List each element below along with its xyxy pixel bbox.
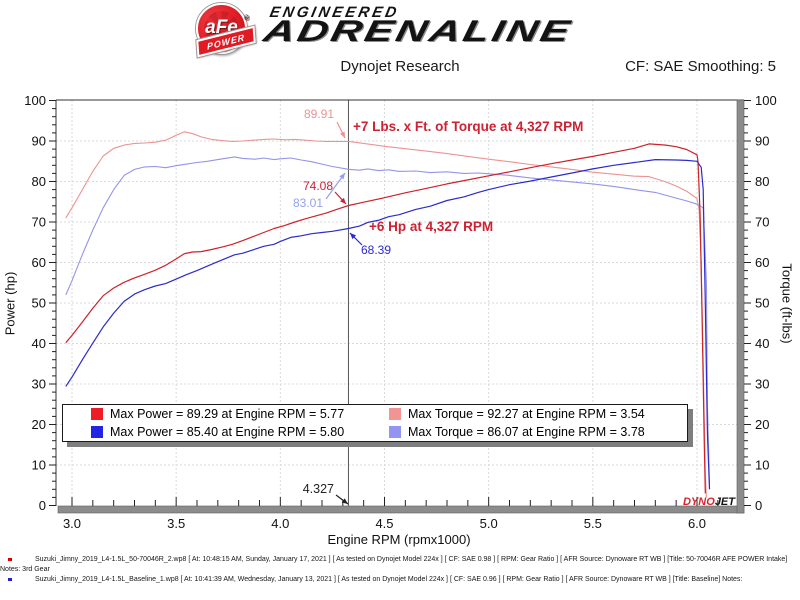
y-left-tick-label: 100 bbox=[24, 93, 46, 108]
cursor-value-annotation: 4.327 bbox=[303, 482, 334, 496]
salmon-series-swatch-icon bbox=[389, 408, 401, 420]
dynojet-watermark: DYNOJET bbox=[683, 496, 736, 508]
lightblue-series-swatch-icon bbox=[389, 426, 401, 438]
x-tick-label: 3.5 bbox=[167, 516, 185, 531]
baseline-torque-curve bbox=[65, 156, 711, 486]
y-right-tick-label: 70 bbox=[755, 215, 769, 230]
baseline-power-value-annotation: 68.39 bbox=[361, 243, 391, 257]
y-right-tick-label: 80 bbox=[755, 174, 769, 189]
y-right-tick-label: 10 bbox=[755, 458, 769, 473]
annotation-arrowhead bbox=[340, 197, 346, 204]
legend-item-max-power-baseline: Max Power = 85.40 at Engine RPM = 5.80 bbox=[63, 425, 375, 439]
y-left-tick-label: 30 bbox=[32, 377, 46, 392]
run-info-footer: Suzuki_Jimny_2019_L4-1.5L_50-70046R_2.wp… bbox=[0, 555, 800, 585]
registered-mark: ® bbox=[243, 15, 249, 22]
baseline-power-curve bbox=[65, 159, 711, 490]
y-left-tick-label: 80 bbox=[32, 174, 46, 189]
legend-label: Max Torque = 86.07 at Engine RPM = 3.78 bbox=[408, 425, 645, 439]
legend-item-max-power-afe: Max Power = 89.29 at Engine RPM = 5.77 bbox=[63, 407, 375, 421]
y-axis-right-title: Torque (ft-lbs) bbox=[779, 263, 795, 344]
torque-gain-value-annotation: 89.91 bbox=[304, 107, 334, 121]
afe-power-curve bbox=[65, 143, 706, 494]
x-tick-label: 4.0 bbox=[271, 516, 289, 531]
legend-item-max-torque-baseline: Max Torque = 86.07 at Engine RPM = 3.78 bbox=[375, 425, 687, 439]
legend-item-max-torque-afe: Max Torque = 92.27 at Engine RPM = 3.54 bbox=[375, 407, 687, 421]
y-right-tick-label: 60 bbox=[755, 255, 769, 270]
y-axis-left-title: Power (hp) bbox=[2, 271, 18, 336]
afe-power-value-annotation: 74.08 bbox=[303, 179, 333, 193]
y-left-tick-label: 0 bbox=[39, 498, 46, 513]
y-left-tick-label: 20 bbox=[32, 417, 46, 432]
y-left-tick-label: 90 bbox=[32, 134, 46, 149]
y-left-tick-label: 60 bbox=[32, 255, 46, 270]
x-axis-title: Engine RPM (rpmx1000) bbox=[327, 532, 471, 547]
y-right-tick-label: 0 bbox=[755, 498, 762, 513]
annotation-arrowhead bbox=[339, 173, 345, 180]
run-info-line-baseline: Suzuki_Jimny_2019_L4-1.5L_Baseline_1.wp8… bbox=[0, 575, 800, 585]
power-gain-label-annotation: +6 Hp at 4,327 RPM bbox=[369, 219, 493, 234]
legend-box: Max Power = 89.29 at Engine RPM = 5.77 M… bbox=[62, 404, 688, 442]
blue-run-bullet-icon bbox=[8, 577, 12, 581]
y-left-tick-label: 40 bbox=[32, 336, 46, 351]
y-axis-right-bar bbox=[736, 99, 745, 514]
y-left-tick-label: 70 bbox=[32, 215, 46, 230]
y-right-tick-label: 90 bbox=[755, 134, 769, 149]
y-right-tick-label: 40 bbox=[755, 336, 769, 351]
y-right-tick-label: 20 bbox=[755, 417, 769, 432]
torque-gain-label-annotation: +7 Lbs. x Ft. of Torque at 4,327 RPM bbox=[353, 119, 583, 134]
red-series-swatch-icon bbox=[91, 408, 103, 420]
annotation-arrowhead bbox=[339, 131, 345, 138]
brand-header: aFe ® POWER ENGINEERED ADRENALINE bbox=[0, 0, 800, 58]
baseline-torque-value-annotation: 83.01 bbox=[293, 196, 323, 210]
x-tick-label: 5.5 bbox=[584, 516, 602, 531]
y-right-tick-label: 50 bbox=[755, 296, 769, 311]
smoothing-setting-label: CF: SAE Smoothing: 5 bbox=[625, 58, 776, 75]
blue-series-swatch-icon bbox=[91, 426, 103, 438]
red-run-bullet-icon bbox=[8, 557, 12, 561]
annotation-arrowhead bbox=[341, 498, 348, 504]
y-right-tick-label: 100 bbox=[755, 93, 777, 108]
legend-label: Max Power = 85.40 at Engine RPM = 5.80 bbox=[110, 425, 345, 439]
chart-title: Dynojet Research bbox=[340, 58, 460, 75]
legend-label: Max Torque = 92.27 at Engine RPM = 3.54 bbox=[408, 407, 645, 421]
x-tick-label: 6.0 bbox=[688, 516, 706, 531]
x-axis-bar bbox=[57, 505, 745, 514]
y-right-tick-label: 30 bbox=[755, 377, 769, 392]
afe-torque-curve bbox=[65, 131, 707, 498]
run-info-line-afe: Suzuki_Jimny_2019_L4-1.5L_50-70046R_2.wp… bbox=[0, 556, 788, 573]
legend-label: Max Power = 89.29 at Engine RPM = 5.77 bbox=[110, 407, 345, 421]
x-tick-label: 5.0 bbox=[480, 516, 498, 531]
y-left-tick-label: 10 bbox=[32, 458, 46, 473]
annotation-arrowhead bbox=[350, 233, 357, 240]
x-tick-label: 4.5 bbox=[375, 516, 393, 531]
x-tick-label: 3.0 bbox=[63, 516, 81, 531]
y-left-tick-label: 50 bbox=[32, 296, 46, 311]
